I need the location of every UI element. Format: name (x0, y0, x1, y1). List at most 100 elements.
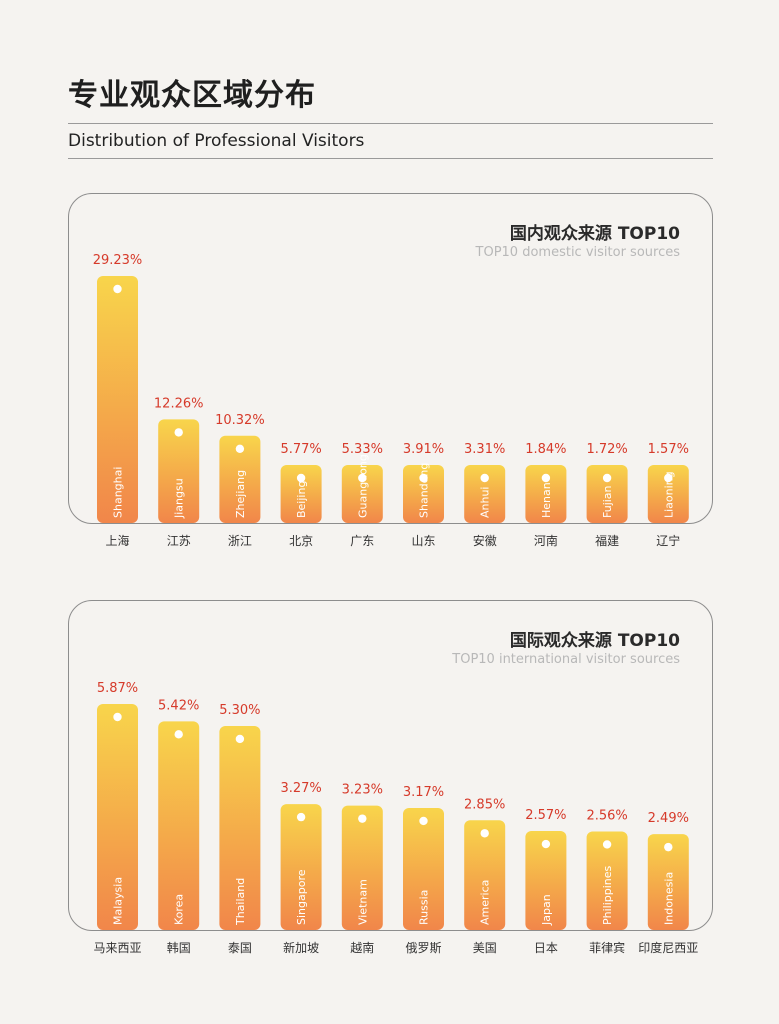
value-label-3: 3.27% (280, 781, 321, 796)
category-label-0: 马来西亚 (93, 941, 141, 955)
value-label-2: 5.30% (219, 703, 260, 718)
bar-label-2: Thailand (234, 878, 247, 926)
bar-1 (158, 419, 200, 523)
bar-dot-8 (602, 473, 612, 483)
category-label-9: 辽宁 (656, 533, 680, 548)
bar-dot-9 (664, 473, 673, 483)
bar-label-8: Fujian (601, 485, 614, 518)
bar-7 (525, 831, 567, 930)
category-label-4: 越南 (350, 940, 374, 955)
bar-label-7: Japan (540, 894, 553, 926)
value-label-5: 3.91% (403, 442, 444, 457)
bar-label-7: Henan (540, 482, 553, 518)
bar-dot-5 (419, 816, 428, 826)
bar-label-5: Shandong (418, 463, 431, 518)
value-label-0: 29.23% (93, 253, 143, 268)
bar-label-6: America (479, 880, 492, 925)
bar-label-3: Beijing (295, 481, 308, 518)
value-label-8: 1.72% (586, 442, 627, 457)
bar-dot-9 (664, 842, 673, 852)
bar-7 (525, 465, 567, 523)
bar-label-5: Russia (418, 890, 431, 925)
bar-2 (219, 435, 261, 523)
international-panel: 国际观众来源 TOP10 TOP10 international visitor… (68, 600, 713, 931)
bar-label-6: Anhui (479, 487, 492, 519)
category-label-8: 菲律宾 (589, 940, 625, 955)
page-subtitle: Distribution of Professional Visitors (68, 131, 365, 151)
bar-dot-4 (358, 814, 367, 823)
bar-label-3: Singapore (295, 869, 308, 925)
category-label-6: 美国 (473, 941, 497, 955)
category-label-7: 河南 (534, 533, 558, 548)
category-label-3: 新加坡 (283, 940, 319, 955)
value-label-9: 2.49% (648, 811, 689, 826)
bar-dot-1 (174, 428, 183, 437)
value-label-7: 1.84% (525, 442, 566, 457)
bar-5 (403, 807, 444, 930)
bar-label-0: Malaysia (112, 877, 125, 925)
category-label-6: 安徽 (473, 533, 497, 548)
title-rule-bottom (68, 158, 713, 159)
bar-4 (341, 465, 383, 523)
value-label-6: 3.31% (464, 442, 505, 457)
bar-dot-7 (541, 839, 551, 849)
value-label-2: 10.32% (215, 413, 265, 428)
bar-dot-4 (358, 473, 367, 483)
title-rule-top (68, 123, 713, 124)
bar-dot-0 (113, 284, 122, 294)
bar-dot-6 (480, 473, 489, 483)
category-label-3: 北京 (289, 534, 313, 548)
bar-dot-3 (296, 473, 306, 483)
bar-label-0: Shanghai (112, 467, 125, 518)
bar-label-1: Jiangsu (173, 478, 186, 519)
value-label-8: 2.56% (586, 808, 627, 823)
bar-dot-1 (174, 730, 183, 739)
value-label-0: 5.87% (97, 681, 138, 696)
bar-2 (219, 725, 261, 930)
bar-4 (341, 805, 383, 930)
bar-0 (97, 276, 138, 523)
page-title: 专业观众区域分布 (68, 78, 316, 113)
bar-label-4: Guangdong (356, 454, 369, 518)
bar-5 (403, 465, 444, 523)
value-label-4: 5.33% (342, 442, 383, 457)
category-label-9: 印度尼西亚 (638, 940, 698, 955)
bar-label-4: Vietnam (356, 879, 369, 925)
bar-label-2: Zhejiang (234, 470, 247, 518)
bar-1 (158, 721, 200, 930)
category-label-7: 日本 (534, 941, 558, 955)
bar-dot-0 (113, 712, 122, 722)
bar-dot-2 (235, 734, 245, 744)
bar-6 (464, 820, 506, 930)
bar-9 (647, 834, 689, 930)
bar-label-1: Korea (173, 894, 186, 925)
category-label-1: 韩国 (167, 940, 191, 955)
category-label-2: 浙江 (228, 534, 252, 548)
value-label-5: 3.17% (403, 785, 444, 800)
bar-dot-5 (419, 473, 428, 483)
category-label-5: 山东 (411, 534, 435, 548)
value-label-1: 12.26% (154, 396, 204, 411)
category-label-5: 俄罗斯 (405, 941, 441, 955)
bar-dot-3 (296, 812, 306, 822)
domestic-bar-chart: 29.23% Shanghai 上海 12.26% Jiangsu 江苏 10.32% Zhe… (93, 253, 689, 548)
domestic-panel: 国内观众来源 TOP10 TOP10 domestic visitor sour… (68, 193, 713, 524)
bar-dot-8 (602, 840, 612, 849)
category-label-0: 上海 (105, 533, 129, 548)
international-panel-title: 国际观众来源 TOP10 (509, 631, 680, 651)
bar-6 (464, 465, 506, 523)
value-label-3: 5.77% (280, 442, 321, 457)
category-label-4: 广东 (350, 534, 374, 548)
value-label-4: 3.23% (342, 783, 383, 798)
bar-label-8: Philippines (601, 865, 614, 925)
category-label-8: 福建 (595, 533, 619, 548)
value-label-6: 2.85% (464, 797, 505, 812)
bar-dot-2 (235, 444, 245, 453)
value-label-9: 1.57% (648, 442, 689, 457)
value-label-7: 2.57% (525, 808, 566, 823)
category-label-1: 江苏 (167, 534, 191, 548)
bar-3 (280, 804, 322, 930)
international-bar-chart: 5.87% Malaysia 马来西亚 5.42% Korea 韩国 5.30% Thaila… (93, 681, 698, 955)
bar-9 (647, 465, 689, 523)
domestic-panel-title: 国内观众来源 TOP10 (509, 224, 680, 244)
